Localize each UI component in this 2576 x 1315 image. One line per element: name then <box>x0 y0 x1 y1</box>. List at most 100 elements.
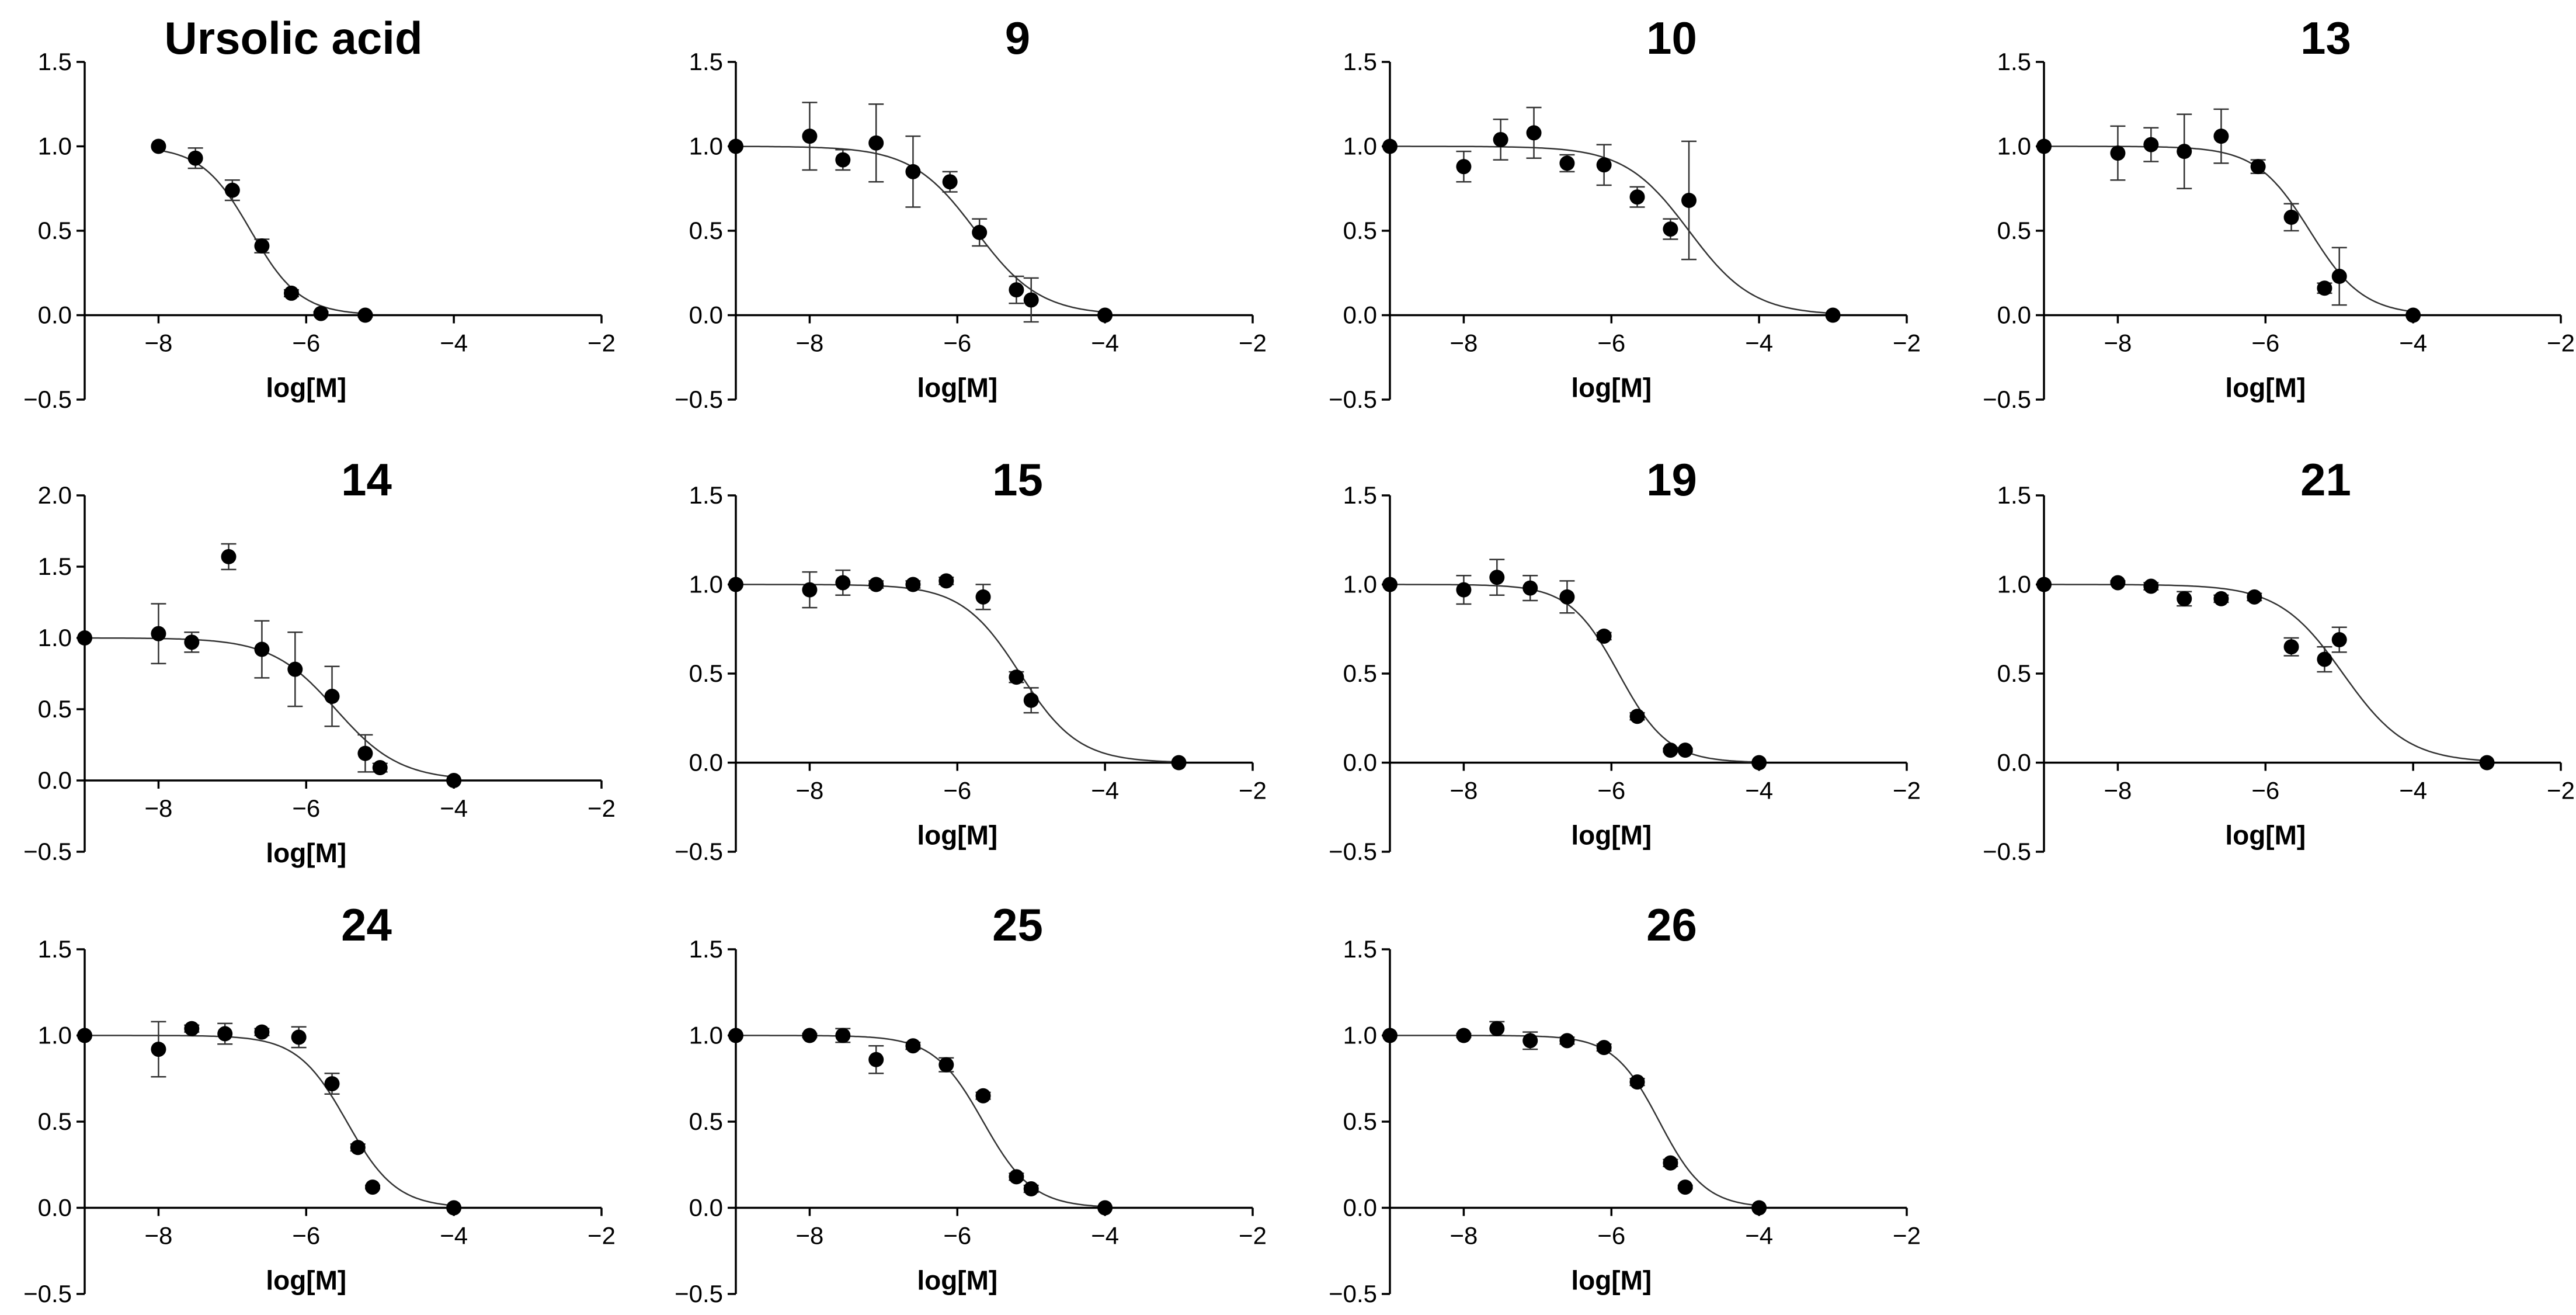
x-axis-label: log[M] <box>2225 820 2306 851</box>
data-point <box>1456 582 1472 598</box>
data-point <box>1489 570 1505 585</box>
data-point <box>1023 292 1039 308</box>
y-tick-label: 0.5 <box>1997 217 2031 244</box>
fit-curve <box>85 1035 454 1206</box>
y-tick-label: 1.0 <box>1343 571 1377 598</box>
data-point <box>357 745 373 761</box>
data-point <box>324 689 340 705</box>
y-tick-label: −0.5 <box>23 386 72 413</box>
x-tick-label: −6 <box>943 777 971 804</box>
data-point <box>1596 157 1612 173</box>
y-tick-label: 0.0 <box>1997 749 2031 776</box>
x-tick-label: −8 <box>1449 329 1478 357</box>
data-point <box>1629 1074 1645 1090</box>
y-tick-label: −0.5 <box>23 838 72 865</box>
data-point <box>1171 755 1187 771</box>
data-point <box>1559 589 1575 605</box>
data-point <box>905 164 921 179</box>
data-point <box>151 138 166 154</box>
data-point <box>291 1029 307 1045</box>
y-tick-label: −0.5 <box>675 1280 723 1307</box>
data-point <box>1559 155 1575 171</box>
data-point <box>1596 628 1612 644</box>
data-point <box>1663 1155 1678 1171</box>
data-point <box>972 224 988 240</box>
panel-title: 14 <box>341 454 392 505</box>
x-tick-label: −4 <box>440 329 468 357</box>
x-tick-label: −8 <box>144 794 172 822</box>
y-tick-label: 1.0 <box>689 1022 723 1049</box>
x-tick-label: −8 <box>1449 1222 1478 1250</box>
data-point <box>254 238 270 254</box>
x-axis-label: log[M] <box>266 838 346 868</box>
x-axis-label: log[M] <box>1571 373 1652 403</box>
x-tick-label: −2 <box>1893 1222 1921 1250</box>
data-point <box>1456 1028 1472 1043</box>
y-tick-label: 0.5 <box>1343 660 1377 687</box>
data-point <box>357 307 373 323</box>
data-point <box>905 1038 921 1054</box>
fit-curve <box>736 584 1179 763</box>
x-tick-label: −6 <box>1597 329 1625 357</box>
data-point <box>835 152 851 168</box>
y-tick-label: −0.5 <box>1329 1280 1377 1307</box>
x-axis-label: log[M] <box>2225 373 2306 403</box>
data-point <box>728 138 743 154</box>
fit-curve <box>2044 145 2414 313</box>
data-point <box>728 577 743 592</box>
y-tick-label: 1.5 <box>38 48 72 75</box>
panel-title: 19 <box>1646 454 1697 505</box>
data-point <box>1382 577 1397 592</box>
data-point <box>151 626 166 641</box>
y-tick-label: 0.5 <box>689 660 723 687</box>
fit-curve <box>736 1035 1106 1208</box>
data-point <box>365 1179 381 1195</box>
data-point <box>2143 137 2159 152</box>
panel-26: 26 −0.5 0.0 0.5 1.0 1.5 −8 −6 −4 −2 log[M] <box>1329 899 1921 1307</box>
x-tick-label: −8 <box>795 329 823 357</box>
y-tick-label: 1.5 <box>38 935 72 963</box>
data-point <box>1677 742 1693 758</box>
data-point <box>1456 159 1472 175</box>
y-tick-label: −0.5 <box>1983 838 2031 865</box>
data-point <box>1663 742 1678 758</box>
data-point <box>184 634 200 650</box>
y-tick-label: 0.5 <box>1997 660 2031 687</box>
y-tick-label: 1.5 <box>689 935 723 963</box>
x-tick-label: −6 <box>292 794 320 822</box>
y-tick-label: 0.0 <box>689 749 723 776</box>
y-tick-label: 1.0 <box>38 1022 72 1049</box>
y-tick-label: 2.0 <box>38 481 72 509</box>
data-point <box>1751 755 1767 771</box>
y-tick-label: 1.5 <box>1343 935 1377 963</box>
y-tick-label: −0.5 <box>23 1280 72 1307</box>
data-point <box>446 773 462 788</box>
data-point <box>446 1200 462 1216</box>
y-tick-label: 1.0 <box>1343 1022 1377 1049</box>
data-point <box>938 573 954 589</box>
y-tick-label: 0.0 <box>689 301 723 329</box>
x-tick-label: −6 <box>1597 777 1625 804</box>
data-point <box>77 1028 92 1043</box>
data-point <box>221 549 237 564</box>
data-point <box>224 182 240 198</box>
panel-title: Ursolic acid <box>164 12 422 64</box>
x-tick-label: −6 <box>2251 777 2279 804</box>
data-point <box>1522 1033 1538 1049</box>
x-axis-label: log[M] <box>266 1265 346 1296</box>
x-tick-label: −4 <box>1091 329 1119 357</box>
data-point <box>2213 591 2229 606</box>
panel-24: 24 −0.5 0.0 0.5 1.0 1.5 −8 −6 −4 −2 log[M] <box>23 899 616 1307</box>
x-tick-label: −6 <box>292 1222 320 1250</box>
y-tick-label: 1.0 <box>689 571 723 598</box>
panel-title: 25 <box>992 899 1043 950</box>
x-tick-label: −6 <box>943 329 971 357</box>
data-point <box>1023 692 1039 708</box>
x-tick-label: −2 <box>2547 777 2575 804</box>
x-tick-label: −6 <box>943 1222 971 1250</box>
y-tick-label: 1.5 <box>1997 481 2031 509</box>
data-point <box>2177 144 2192 159</box>
y-tick-label: 1.5 <box>689 481 723 509</box>
panel-title: 15 <box>992 454 1043 505</box>
y-tick-label: 1.0 <box>1343 133 1377 160</box>
